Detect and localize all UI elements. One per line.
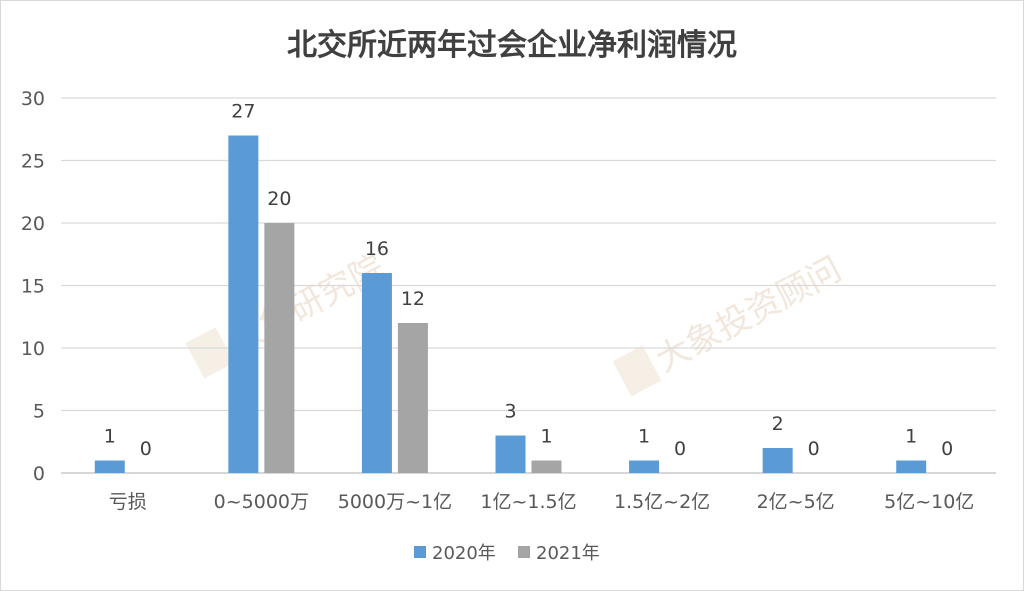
data-label: 20 bbox=[267, 188, 291, 210]
bar bbox=[94, 460, 125, 473]
data-label: 0 bbox=[808, 438, 820, 460]
data-label: 16 bbox=[365, 238, 389, 260]
data-label: 0 bbox=[941, 438, 953, 460]
data-label: 1 bbox=[104, 426, 116, 448]
bars bbox=[94, 135, 927, 473]
data-label: 1 bbox=[638, 426, 650, 448]
data-label: 12 bbox=[401, 288, 425, 310]
legend-swatch bbox=[518, 546, 530, 558]
x-tick-label: 1.5亿~2亿 bbox=[614, 491, 710, 513]
bar bbox=[629, 460, 660, 473]
y-tick-label: 10 bbox=[21, 338, 45, 360]
x-tick-label: 0~5000万 bbox=[214, 491, 309, 513]
bar bbox=[397, 323, 428, 473]
bar bbox=[361, 273, 392, 473]
chart-title: 北交所近两年过会企业净利润情况 bbox=[287, 28, 737, 63]
watermark-logo-icon bbox=[612, 345, 662, 397]
y-tick-label: 25 bbox=[21, 151, 45, 173]
bar bbox=[896, 460, 927, 473]
legend-label: 2020年 bbox=[432, 543, 496, 564]
gridlines bbox=[61, 97, 996, 474]
data-label: 0 bbox=[674, 438, 686, 460]
data-label: 3 bbox=[504, 401, 516, 423]
x-tick-label: 亏损 bbox=[109, 491, 147, 513]
data-label: 1 bbox=[905, 426, 917, 448]
y-tick-label: 0 bbox=[33, 463, 45, 485]
y-tick-label: 5 bbox=[33, 401, 45, 423]
watermark-logo-icon bbox=[185, 327, 235, 379]
x-axis: 亏损 0~5000万 5000万~1亿 1亿~1.5亿 1.5亿~2亿 2亿~5亿 5亿~1… bbox=[109, 491, 975, 513]
data-label: 2 bbox=[772, 413, 784, 435]
watermark-text: 大象投资顾问 bbox=[649, 249, 848, 380]
bar bbox=[228, 135, 259, 473]
legend: 2020年 2021年 bbox=[414, 543, 600, 564]
y-tick-label: 15 bbox=[21, 276, 45, 298]
y-tick-label: 30 bbox=[21, 88, 45, 110]
bar bbox=[264, 223, 295, 473]
legend-label: 2021年 bbox=[536, 543, 600, 564]
x-tick-label: 1亿~1.5亿 bbox=[480, 491, 576, 513]
bar bbox=[531, 460, 562, 473]
x-tick-label: 5000万~1亿 bbox=[338, 491, 452, 513]
x-tick-label: 2亿~5亿 bbox=[757, 491, 835, 513]
data-label: 0 bbox=[140, 438, 152, 460]
data-label: 1 bbox=[540, 426, 552, 448]
x-tick-label: 5亿~10亿 bbox=[884, 491, 974, 513]
y-axis: 0 5 10 15 20 25 30 bbox=[21, 88, 45, 485]
bar bbox=[762, 448, 793, 473]
bar bbox=[495, 435, 526, 473]
data-label: 27 bbox=[231, 101, 255, 123]
legend-swatch bbox=[414, 546, 426, 558]
y-tick-label: 20 bbox=[21, 213, 45, 235]
